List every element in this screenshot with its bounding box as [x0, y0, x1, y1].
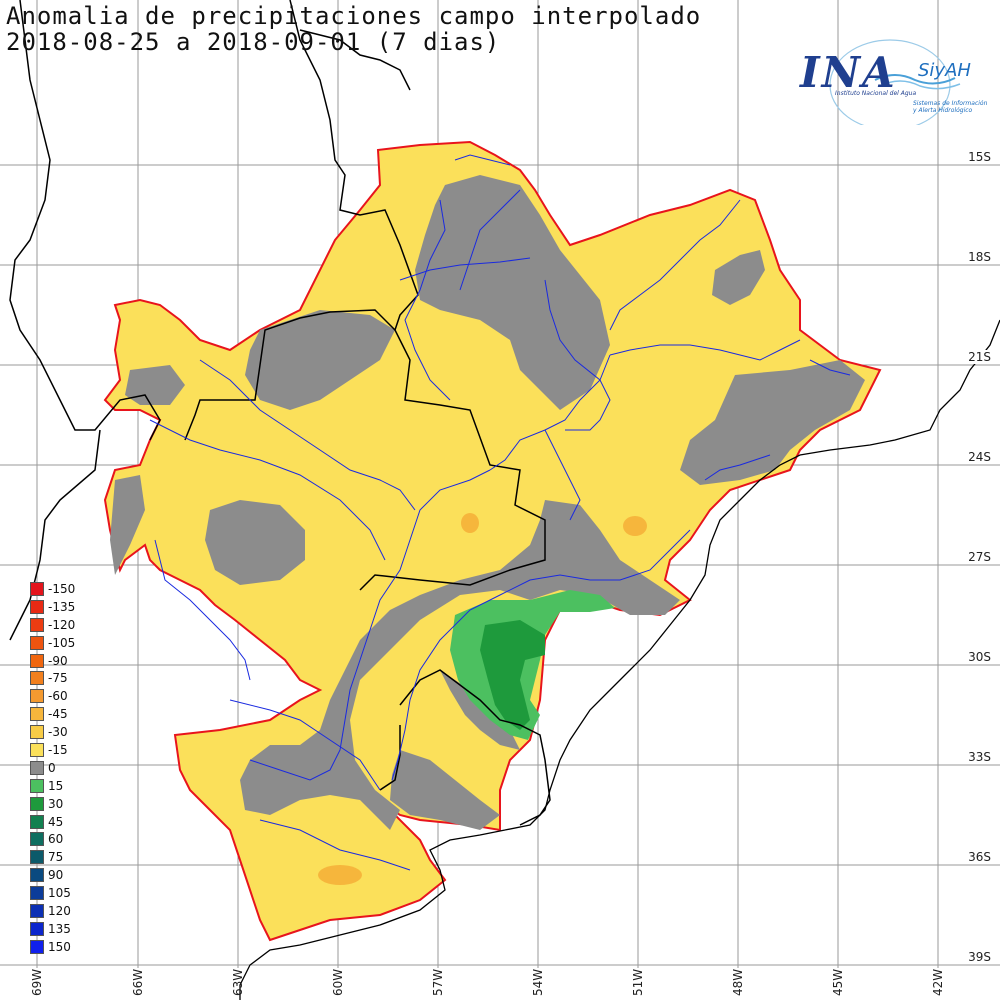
legend-swatch — [30, 814, 44, 829]
legend-label: 120 — [48, 903, 71, 918]
legend-label: -75 — [48, 671, 68, 686]
legend-label: -45 — [48, 707, 68, 722]
legend-swatch — [30, 760, 44, 775]
positive-anomaly-dark — [480, 620, 545, 730]
legend-swatch — [30, 939, 44, 954]
lon-label-42w: 42W — [931, 968, 945, 996]
lon-label-60w: 60W — [331, 968, 345, 996]
legend-swatch — [30, 635, 44, 650]
legend-item: 60 — [30, 830, 75, 848]
legend-swatch — [30, 617, 44, 632]
legend-item: -120 — [30, 616, 75, 634]
legend-label: 15 — [48, 778, 64, 793]
legend-label: 105 — [48, 886, 71, 901]
legend-swatch — [30, 581, 44, 596]
ina-siyah-logo: INA SiyAH Instituto Nacional del Agua Si… — [795, 30, 1000, 125]
legend-label: -90 — [48, 653, 68, 668]
lon-label-57w: 57W — [431, 968, 445, 996]
legend-label: 150 — [48, 939, 71, 954]
legend-swatch — [30, 599, 44, 614]
lat-label-24s: 24S — [967, 450, 992, 464]
lat-label-15s: 15S — [967, 150, 992, 164]
legend-label: 90 — [48, 868, 64, 883]
legend-swatch — [30, 725, 44, 740]
logo-swoosh-icon — [829, 39, 961, 125]
legend-item: 45 — [30, 813, 75, 831]
legend-swatch — [30, 742, 44, 757]
legend-label: -30 — [48, 725, 68, 740]
legend-label: -105 — [48, 635, 76, 650]
legend-item: -150 — [30, 580, 75, 598]
legend-label: 0 — [48, 760, 56, 775]
legend-item: -75 — [30, 669, 75, 687]
lat-label-30s: 30S — [967, 650, 992, 664]
legend-label: -135 — [48, 599, 76, 614]
legend-label: -60 — [48, 689, 68, 704]
legend-item: 0 — [30, 759, 75, 777]
legend-label: -15 — [48, 742, 68, 757]
lon-label-66w: 66W — [131, 968, 145, 996]
legend-label: 45 — [48, 814, 64, 829]
legend-swatch — [30, 653, 44, 668]
legend-item: 75 — [30, 848, 75, 866]
legend-swatch — [30, 903, 44, 918]
lon-label-63w: 63W — [231, 968, 245, 996]
legend-item: 150 — [30, 938, 75, 956]
rivers — [149, 154, 851, 871]
political-borders — [9, 0, 551, 826]
lat-label-18s: 18S — [967, 250, 992, 264]
slight-deficit-spots — [318, 513, 647, 885]
legend-item: -45 — [30, 705, 75, 723]
legend-item: -135 — [30, 598, 75, 616]
legend-item: 15 — [30, 777, 75, 795]
legend-swatch — [30, 868, 44, 883]
lon-label-69w: 69W — [30, 968, 44, 996]
legend-swatch — [30, 921, 44, 936]
legend-swatch — [30, 689, 44, 704]
color-legend: -150 -135 -120 -105 -90 -75 -60 -45 -30 -15 0 15 30 4… — [30, 580, 75, 956]
logo-subtitle-1: Sistemas de Información — [913, 100, 988, 107]
legend-item: -105 — [30, 634, 75, 652]
map-title: Anomalia de precipitaciones campo interp… — [6, 2, 702, 30]
lat-label-36s: 36S — [967, 850, 992, 864]
legend-label: 30 — [48, 796, 64, 811]
logo-siyah-text: SiyAH — [918, 60, 971, 81]
legend-item: 105 — [30, 884, 75, 902]
legend-swatch — [30, 850, 44, 865]
legend-item: 135 — [30, 920, 75, 938]
legend-label: 60 — [48, 832, 64, 847]
legend-label: -120 — [48, 617, 76, 632]
legend-item: -30 — [30, 723, 75, 741]
legend-label: -150 — [48, 581, 76, 596]
lat-label-27s: 27S — [967, 550, 992, 564]
lon-label-51w: 51W — [631, 968, 645, 996]
legend-item: 30 — [30, 795, 75, 813]
legend-label: 135 — [48, 921, 71, 936]
logo-institute-name: Instituto Nacional del Agua — [835, 90, 917, 97]
legend-item: -15 — [30, 741, 75, 759]
lon-label-54w: 54W — [531, 968, 545, 996]
legend-label: 75 — [48, 850, 64, 865]
map-period: 2018-08-25 a 2018-09-01 (7 dias) — [6, 28, 501, 56]
lat-label-39s: 39S — [967, 950, 992, 964]
legend-swatch — [30, 671, 44, 686]
logo-subtitle-2: y Alerta Hidrológico — [913, 107, 973, 114]
lat-label-21s: 21S — [967, 350, 992, 364]
logo-ina-text: INA — [800, 48, 897, 97]
legend-item: 90 — [30, 866, 75, 884]
legend-item: -60 — [30, 687, 75, 705]
legend-swatch — [30, 832, 44, 847]
legend-item: 120 — [30, 902, 75, 920]
zero-anomaly-zones — [110, 175, 865, 830]
lat-label-33s: 33S — [967, 750, 992, 764]
legend-swatch — [30, 707, 44, 722]
coastline — [239, 319, 1000, 1000]
lon-label-45w: 45W — [831, 968, 845, 996]
legend-item: -90 — [30, 652, 75, 670]
legend-swatch — [30, 778, 44, 793]
legend-swatch — [30, 796, 44, 811]
lon-label-48w: 48W — [731, 968, 745, 996]
legend-swatch — [30, 886, 44, 901]
